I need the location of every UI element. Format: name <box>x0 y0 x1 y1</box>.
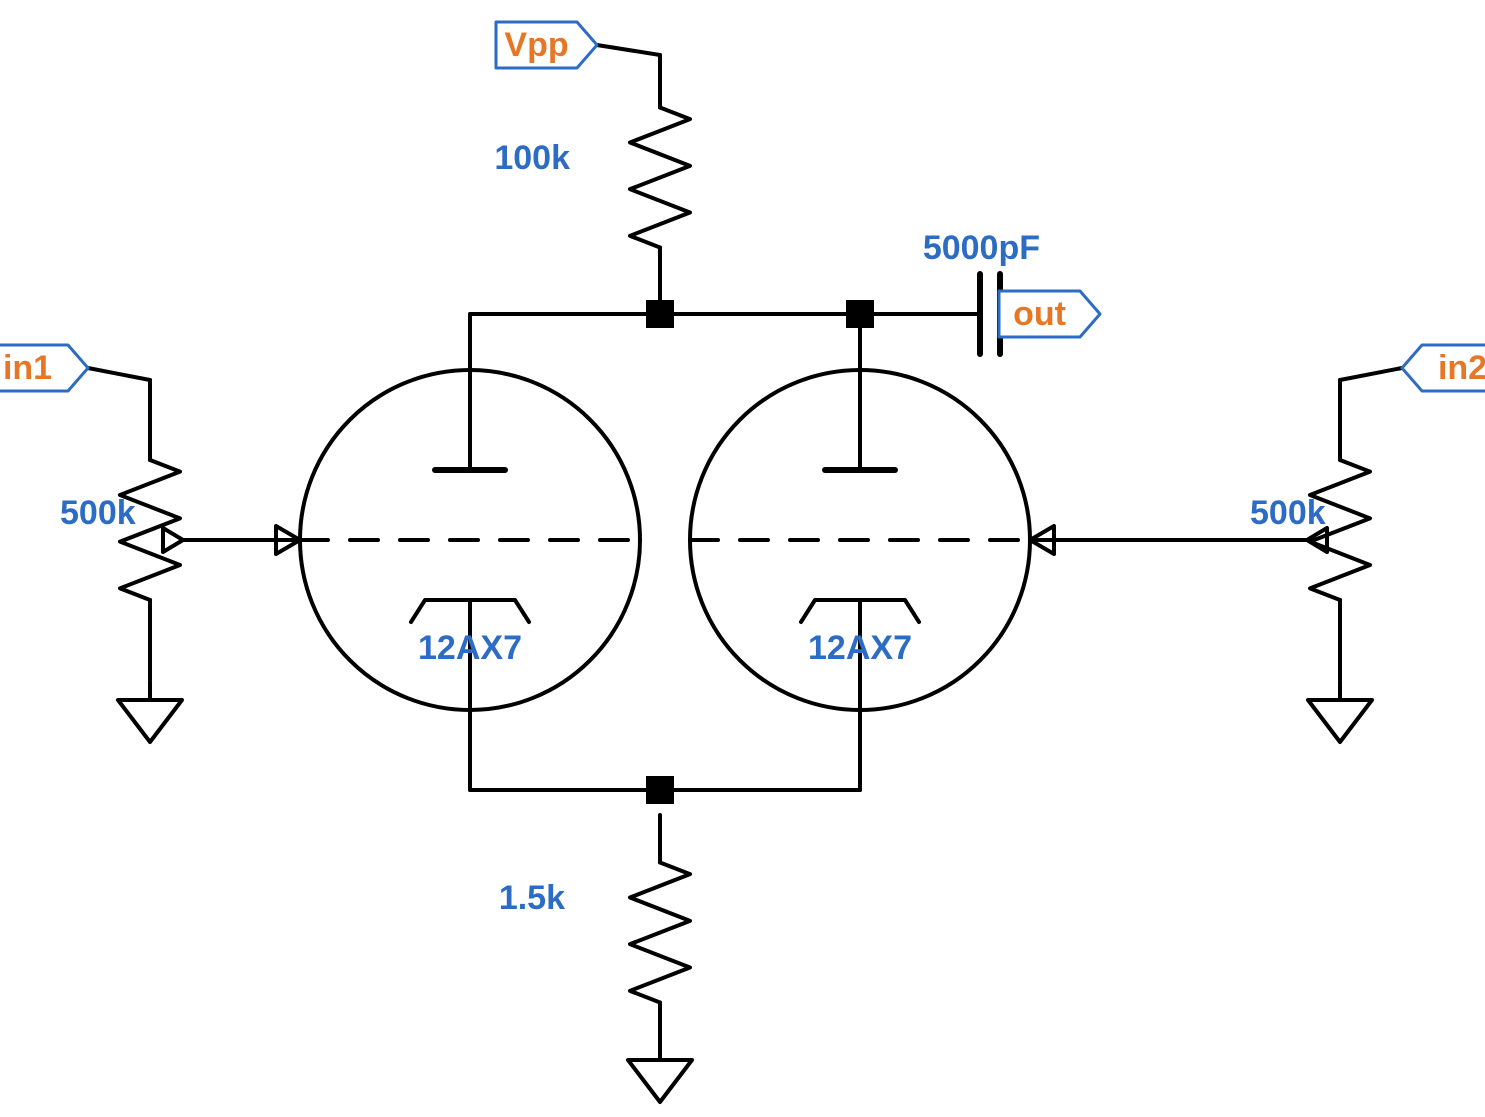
svg-text:1.5k: 1.5k <box>499 879 565 917</box>
svg-text:12AX7: 12AX7 <box>418 629 522 667</box>
svg-text:5000pF: 5000pF <box>923 229 1040 267</box>
svg-text:Vpp: Vpp <box>504 26 568 64</box>
schematic-canvas: 100k 500k 500k 1.5k 5000pF 12AX7 12AX7 Vpp in1 in… <box>0 0 1485 1117</box>
svg-text:in2: in2 <box>1438 349 1485 387</box>
svg-text:500k: 500k <box>60 494 136 532</box>
svg-text:500k: 500k <box>1250 494 1326 532</box>
svg-text:in1: in1 <box>3 349 52 387</box>
svg-text:out: out <box>1013 295 1066 333</box>
svg-text:100k: 100k <box>494 139 570 177</box>
svg-text:12AX7: 12AX7 <box>808 629 912 667</box>
